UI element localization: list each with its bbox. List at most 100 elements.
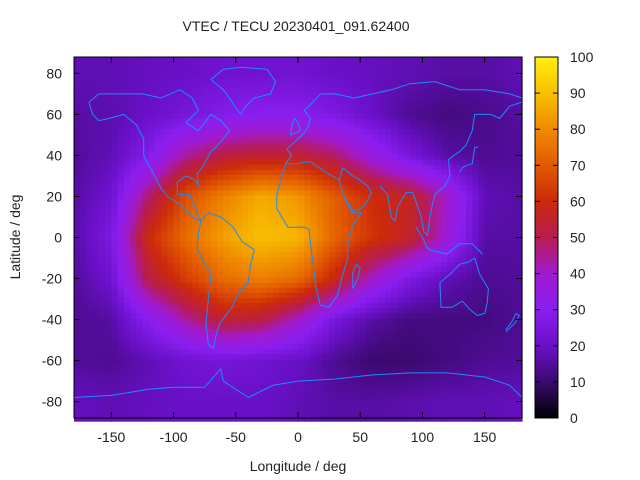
heatmap-cell [428, 144, 436, 150]
heatmap-cell [515, 344, 523, 350]
heatmap-cell [515, 400, 523, 407]
heatmap-cell [360, 108, 368, 115]
heatmap-cell [229, 98, 237, 104]
heatmap-cell [341, 277, 349, 284]
heatmap-cell [217, 410, 224, 417]
heatmap-cell [105, 180, 112, 186]
heatmap-cell [179, 169, 187, 176]
heatmap-cell [310, 246, 318, 253]
heatmap-cell [310, 349, 318, 356]
heatmap-cell [372, 128, 380, 135]
heatmap-cell [142, 62, 150, 68]
heatmap-cell [111, 82, 119, 89]
heatmap-cell [136, 231, 144, 238]
heatmap-cell [298, 77, 305, 84]
heatmap-cell [484, 349, 492, 356]
heatmap-cell [360, 405, 368, 412]
heatmap-cell [503, 210, 511, 217]
heatmap-cell [130, 364, 137, 371]
heatmap-cell [186, 303, 193, 309]
heatmap-cell [266, 87, 274, 94]
heatmap-cell [260, 380, 268, 386]
heatmap-cell [372, 164, 380, 171]
heatmap-cell [217, 149, 224, 156]
heatmap-cell [416, 128, 424, 135]
heatmap-cell [447, 180, 455, 186]
heatmap-cell [260, 118, 268, 125]
heatmap-cell [266, 344, 274, 350]
heatmap-cell [192, 57, 200, 63]
heatmap-cell [260, 354, 268, 361]
heatmap-cell [242, 180, 249, 186]
heatmap-cell [198, 380, 206, 386]
heatmap-cell [229, 103, 237, 109]
heatmap-cell [484, 400, 492, 407]
heatmap-cell [341, 149, 349, 156]
heatmap-cell [472, 226, 480, 232]
heatmap-cell [142, 159, 150, 166]
heatmap-cell [316, 67, 324, 73]
heatmap-cell [223, 98, 231, 104]
heatmap-cell [130, 328, 137, 335]
heatmap-cell [285, 323, 293, 330]
heatmap-cell [397, 98, 405, 104]
heatmap-cell [105, 123, 112, 130]
heatmap-cell [509, 108, 517, 115]
heatmap-cell [198, 215, 206, 222]
heatmap-cell [347, 308, 355, 314]
heatmap-cell [372, 241, 380, 248]
heatmap-cell [335, 72, 343, 79]
heatmap-cell [186, 287, 193, 294]
heatmap-cell [117, 262, 125, 268]
heatmap-cell [503, 164, 511, 171]
heatmap-cell [123, 103, 131, 109]
heatmap-cell [223, 154, 231, 161]
heatmap-cell [217, 210, 224, 217]
heatmap-cell [503, 123, 511, 130]
heatmap-cell [248, 364, 256, 371]
heatmap-cell [372, 144, 380, 150]
heatmap-cell [422, 303, 430, 309]
heatmap-cell [117, 405, 125, 412]
heatmap-cell [229, 200, 237, 207]
heatmap-cell [136, 359, 144, 366]
heatmap-cell [497, 231, 504, 238]
heatmap-cell [92, 395, 100, 402]
heatmap-cell [422, 210, 430, 217]
heatmap-cell [428, 108, 436, 115]
heatmap-cell [378, 354, 386, 361]
heatmap-cell [310, 57, 318, 63]
heatmap-cell [378, 303, 386, 309]
heatmap-cell [148, 246, 156, 253]
heatmap-cell [279, 262, 287, 268]
heatmap-cell [291, 323, 299, 330]
heatmap-cell [92, 323, 100, 330]
heatmap-cell [304, 287, 312, 294]
heatmap-cell [515, 364, 523, 371]
heatmap-cell [74, 118, 81, 125]
heatmap-cell [509, 82, 517, 89]
heatmap-cell [223, 128, 231, 135]
heatmap-cell [490, 354, 498, 361]
heatmap-cell [428, 180, 436, 186]
heatmap-cell [179, 67, 187, 73]
heatmap-cell [223, 318, 231, 325]
heatmap-cell [298, 154, 305, 161]
heatmap-cell [74, 72, 81, 79]
heatmap-cell [434, 226, 442, 232]
heatmap-cell [354, 154, 361, 161]
heatmap-cell [148, 57, 156, 63]
heatmap-cell [322, 267, 330, 273]
heatmap-cell [111, 308, 119, 314]
heatmap-cell [484, 390, 492, 397]
heatmap-cell [447, 333, 455, 340]
heatmap-cell [515, 241, 523, 248]
heatmap-cell [366, 164, 374, 171]
heatmap-cell [484, 118, 492, 125]
heatmap-cell [434, 98, 442, 104]
heatmap-cell [173, 328, 181, 335]
heatmap-cell [316, 149, 324, 156]
heatmap-cell [434, 323, 442, 330]
heatmap-cell [279, 98, 287, 104]
heatmap-cell [484, 344, 492, 350]
